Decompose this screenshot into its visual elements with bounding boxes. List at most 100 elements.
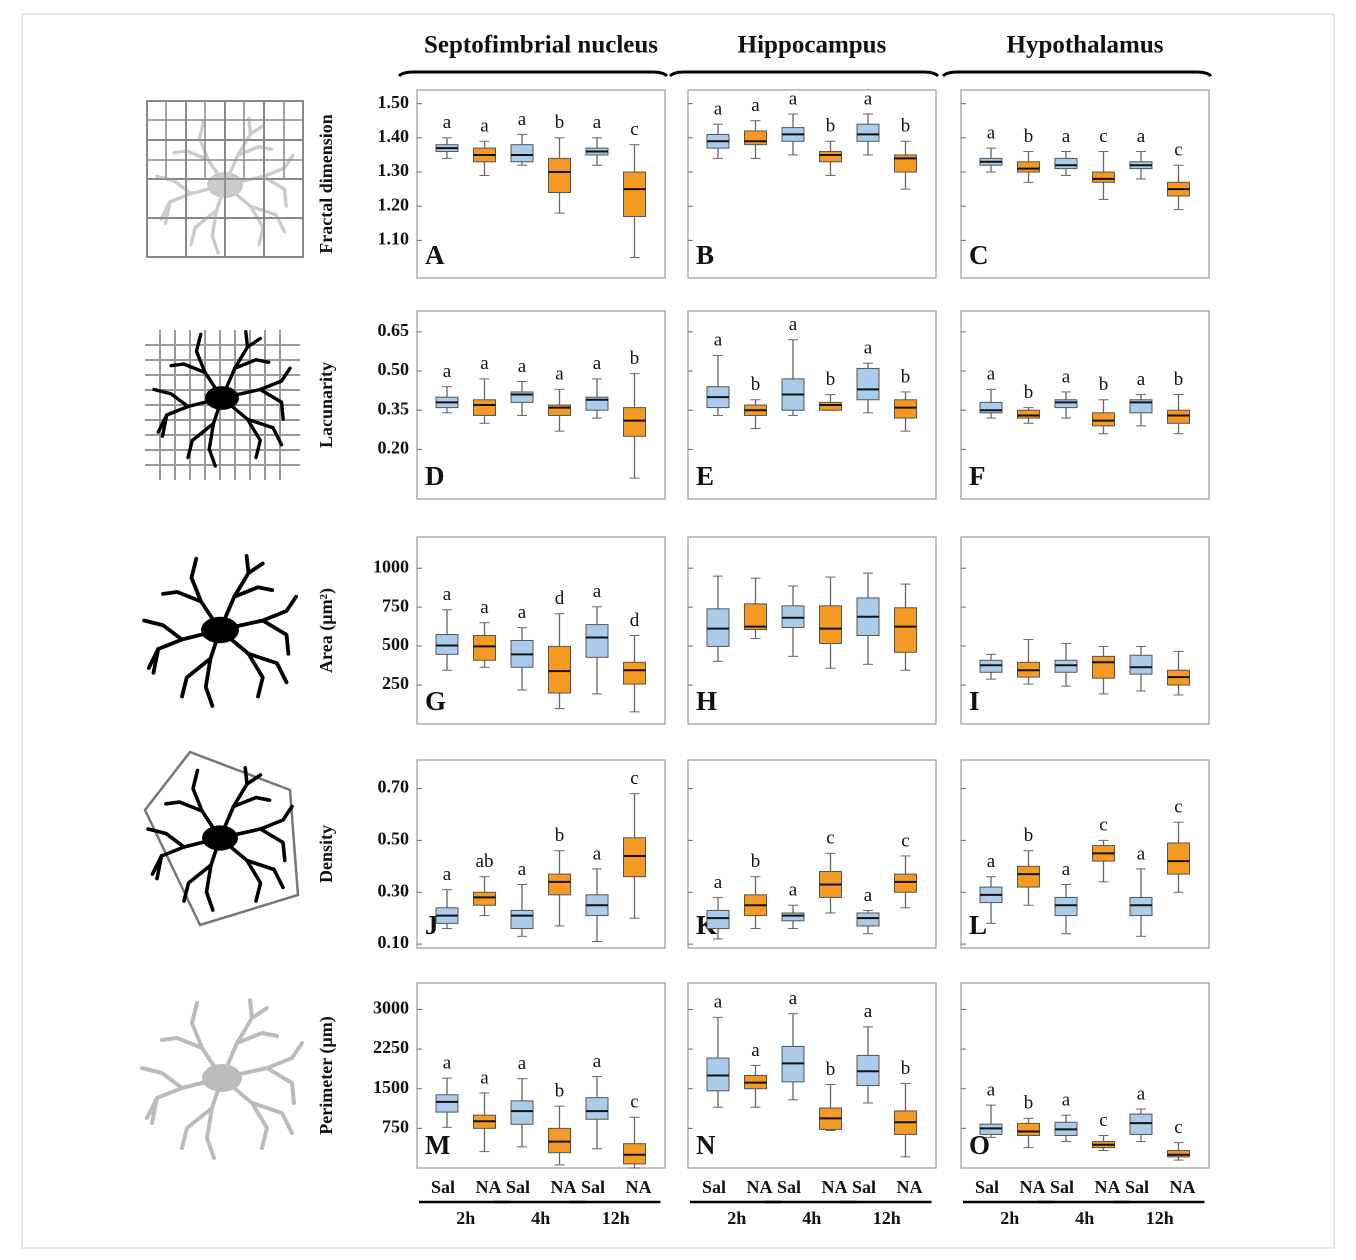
significance-letter: a — [714, 99, 723, 120]
x-label: Sal — [1050, 1177, 1074, 1197]
y-tick-label: 0.50 — [378, 829, 410, 849]
significance-letter: a — [518, 356, 527, 377]
x-label: NA — [1020, 1177, 1046, 1197]
panel-letter: I — [969, 686, 980, 716]
y-tick-label: 0.65 — [378, 320, 410, 340]
panel-letter: H — [696, 686, 717, 716]
significance-letter: a — [789, 314, 798, 335]
box — [624, 172, 646, 216]
panel-frame — [961, 537, 1209, 724]
significance-letter: a — [593, 112, 602, 133]
y-axis-label: Fractal dimension — [316, 114, 336, 254]
box — [1055, 400, 1077, 408]
y-tick-label: 1.40 — [378, 126, 410, 146]
significance-letter: b — [826, 369, 836, 390]
y-tick-label: 1000 — [373, 556, 409, 576]
significance-letter: a — [443, 584, 452, 605]
y-tick-label: 0.20 — [378, 438, 410, 458]
x-label: NA — [476, 1177, 502, 1197]
y-tick-label: 2250 — [373, 1037, 409, 1057]
significance-letter: a — [593, 843, 602, 864]
significance-letter: a — [987, 1079, 996, 1100]
significance-letter: a — [518, 859, 527, 880]
box — [895, 608, 917, 653]
group-label: 4h — [802, 1208, 821, 1228]
significance-letter: a — [1137, 126, 1146, 147]
significance-letter: c — [1174, 797, 1182, 818]
significance-letter: b — [826, 116, 836, 137]
box — [1093, 656, 1115, 678]
box — [1055, 158, 1077, 168]
significance-letter: a — [789, 880, 798, 901]
significance-letter: b — [555, 825, 565, 846]
panel-frame — [417, 983, 665, 1168]
significance-letter: a — [864, 885, 873, 906]
panel-letter: D — [425, 461, 445, 491]
box — [549, 874, 571, 895]
box — [511, 392, 533, 402]
significance-letter: b — [751, 851, 761, 872]
icon-lacunarity — [145, 330, 300, 480]
x-label: NA — [822, 1177, 848, 1197]
significance-letter: a — [789, 988, 798, 1009]
box — [1130, 1114, 1152, 1134]
box — [1018, 866, 1040, 887]
panel-letter: A — [425, 240, 445, 270]
box — [820, 152, 842, 162]
box — [820, 606, 842, 644]
group-label: 12h — [602, 1208, 630, 1228]
y-tick-label: 1.30 — [378, 160, 410, 180]
panel-letter: L — [969, 910, 987, 940]
group-label: 12h — [1146, 1208, 1174, 1228]
box — [549, 646, 571, 693]
y-tick-label: 250 — [382, 673, 409, 693]
significance-letter: a — [714, 330, 723, 351]
significance-letter: b — [751, 374, 761, 395]
box — [624, 838, 646, 877]
box — [1093, 172, 1115, 182]
significance-letter: a — [593, 353, 602, 374]
box — [1018, 410, 1040, 418]
significance-letter: a — [864, 1001, 873, 1022]
group-label: 4h — [531, 1208, 550, 1228]
box — [474, 892, 496, 905]
x-label: Sal — [581, 1177, 605, 1197]
box — [1018, 162, 1040, 172]
y-tick-label: 0.70 — [378, 777, 410, 797]
box — [745, 131, 767, 145]
box — [707, 1058, 729, 1091]
box — [980, 660, 1002, 672]
header-bracket — [670, 72, 938, 76]
header-bracket — [399, 72, 667, 76]
box — [1168, 410, 1190, 423]
panel-letter: G — [425, 686, 446, 716]
box — [782, 606, 804, 628]
x-label: NA — [626, 1177, 652, 1197]
significance-letter: c — [630, 768, 638, 789]
panel-letter: M — [425, 1130, 450, 1160]
box — [1168, 843, 1190, 874]
box — [1055, 660, 1077, 672]
significance-letter: a — [480, 1067, 489, 1088]
box — [436, 1095, 458, 1112]
significance-letter: b — [1024, 1093, 1034, 1114]
significance-letter: ab — [476, 851, 494, 872]
y-tick-label: 500 — [382, 634, 409, 654]
x-label: Sal — [702, 1177, 726, 1197]
significance-letter: b — [901, 116, 911, 137]
box — [782, 913, 804, 921]
x-label: Sal — [777, 1177, 801, 1197]
significance-letter: c — [630, 119, 638, 140]
box — [511, 145, 533, 162]
box — [586, 1098, 608, 1120]
x-label: NA — [551, 1177, 577, 1197]
x-label: Sal — [852, 1177, 876, 1197]
significance-letter: c — [901, 830, 909, 851]
y-tick-label: 1.50 — [378, 92, 410, 112]
significance-letter: a — [751, 95, 760, 116]
panel-frame — [961, 983, 1209, 1168]
significance-letter: a — [443, 361, 452, 382]
significance-letter: c — [826, 828, 834, 849]
box — [474, 635, 496, 660]
significance-letter: a — [443, 864, 452, 885]
